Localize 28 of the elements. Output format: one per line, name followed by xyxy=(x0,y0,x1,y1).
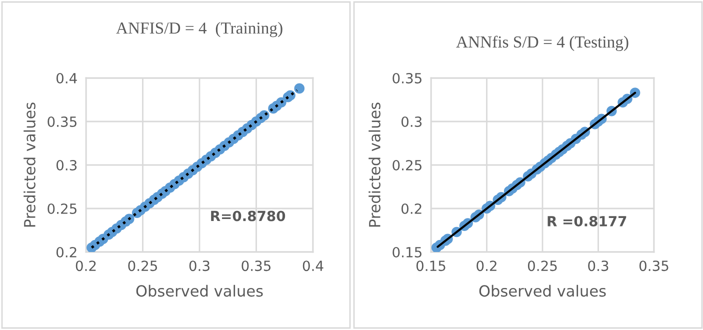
x-tick-label: 0.35 xyxy=(639,260,668,272)
y-tick-label: 0.15 xyxy=(392,246,422,258)
x-tick-label: 0.35 xyxy=(242,260,270,272)
chart-title: ANFIS/D = 4 (Training) xyxy=(116,22,282,38)
y-tick-label: 0.35 xyxy=(48,116,76,127)
y-axis-title: Predicted values xyxy=(24,102,36,227)
y-tick-label: 0.3 xyxy=(56,160,77,170)
y-tick-label: 0.2 xyxy=(401,203,422,214)
annotation: R=0.8780 xyxy=(211,210,286,222)
y-tick-label: 0.25 xyxy=(48,203,76,214)
x-tick-label: 0.2 xyxy=(476,260,496,272)
x-tick-label: 0.3 xyxy=(189,260,210,272)
y-tick-label: 0.2 xyxy=(56,246,76,258)
x-tick-label: 0.15 xyxy=(416,260,446,272)
x-axis-title: Observed values xyxy=(136,284,263,297)
y-tick-label: 0.35 xyxy=(392,72,422,84)
y-tick-label: 0.4 xyxy=(56,72,77,84)
x-tick-label: 0.25 xyxy=(528,260,557,272)
x-tick-label: 0.2 xyxy=(76,260,96,272)
x-tick-label: 0.25 xyxy=(128,260,157,272)
x-tick-label: 0.4 xyxy=(302,260,324,272)
y-tick-label: 0.25 xyxy=(392,160,422,170)
chart-title: ANNfis S/D = 4 (Testing) xyxy=(456,36,628,52)
y-axis-title: Predicted values xyxy=(368,102,380,227)
y-tick-label: 0.3 xyxy=(401,116,422,127)
x-tick-label: 0.3 xyxy=(588,260,608,272)
x-axis-title: Observed values xyxy=(479,284,606,297)
annotation: R =0.8177 xyxy=(548,216,626,226)
